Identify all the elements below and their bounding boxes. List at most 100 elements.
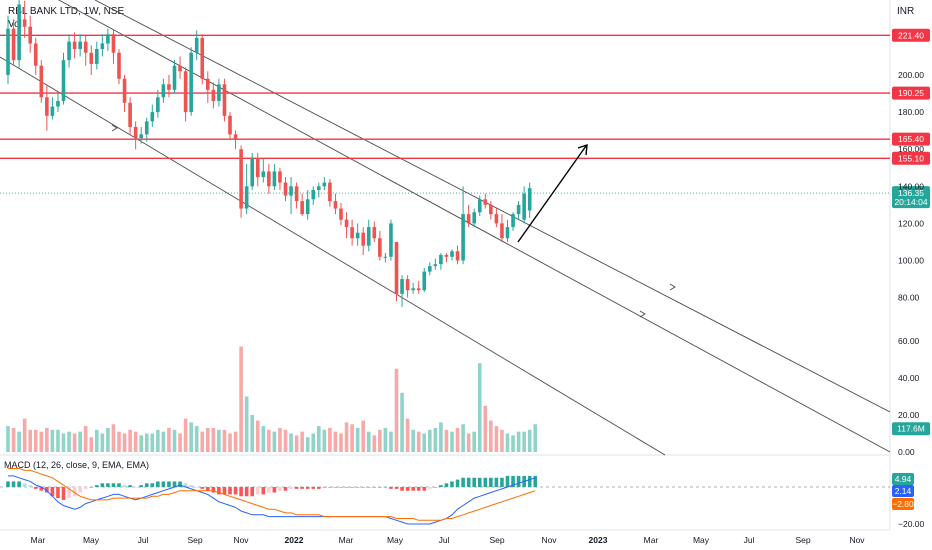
volume-bar [144, 433, 149, 452]
candle-body [267, 171, 271, 187]
volume-bar [317, 426, 321, 452]
last-price-label: 136.35 [898, 188, 924, 198]
macd-histogram-bar [328, 487, 332, 488]
volume-bar [122, 433, 127, 452]
macd-histogram-bar [422, 487, 427, 491]
volume-bar [444, 429, 449, 452]
candle-body [56, 100, 60, 107]
volume-bar [167, 427, 171, 452]
candle-body [200, 37, 205, 79]
macd-histogram-bar [272, 487, 277, 493]
macd-histogram-bar [294, 487, 299, 489]
candle-body [39, 65, 44, 98]
volume-bar [244, 396, 249, 452]
time-tick-label: Jul [138, 535, 149, 545]
volume-bar [294, 435, 299, 452]
macd-histogram-bar [317, 487, 321, 489]
time-tick-label: Sep [187, 535, 202, 545]
candle-body [372, 227, 377, 239]
macd-histogram-bar [361, 487, 365, 488]
volume-bar [411, 429, 415, 452]
candle-body [483, 199, 488, 205]
macd-histogram-bar [533, 475, 538, 487]
volume-bar [389, 431, 393, 452]
candle-body [189, 52, 193, 113]
candle-body [178, 65, 182, 72]
candle-body [455, 251, 460, 261]
candle-body [489, 204, 493, 215]
candle-body [28, 26, 32, 44]
macd-value-tag [892, 485, 914, 497]
candle-body [366, 227, 371, 246]
time-tick-label: Jul [744, 535, 755, 545]
candle-body [466, 214, 471, 224]
macd-histogram-bar [350, 487, 354, 488]
candle-body [378, 238, 382, 257]
candle-body [505, 227, 510, 239]
macd-histogram-bar [50, 487, 55, 497]
level-tag [892, 28, 930, 42]
candle-body [461, 214, 465, 261]
macd-histogram-bar [117, 483, 121, 487]
candle-body [411, 288, 415, 291]
candle-body [300, 201, 304, 215]
volume-bar [133, 431, 138, 452]
candle-body [206, 78, 210, 90]
macd-histogram-bar [150, 483, 155, 487]
candle-body [89, 52, 94, 64]
time-tick-label: May [693, 535, 710, 545]
volume-bar [206, 427, 210, 452]
macd-histogram-bar [344, 487, 349, 488]
candle-body [477, 199, 482, 213]
candle-body [422, 271, 427, 291]
candle-body [261, 171, 266, 178]
channel-arrow [669, 283, 676, 291]
candle-body [405, 279, 410, 291]
candle-body [211, 89, 216, 101]
macd-histogram-bar [144, 483, 149, 487]
volume-bar [361, 420, 365, 452]
volume-bar [117, 431, 121, 452]
candle-body [439, 254, 443, 265]
macd-histogram-bar [22, 483, 27, 487]
level-tag-label: 190.25 [898, 88, 924, 98]
candle-body [305, 199, 310, 215]
macd-histogram-bar [28, 485, 32, 487]
macd-value-label: −2.80 [892, 499, 914, 509]
volume-bar [128, 429, 132, 452]
last-price-tag [892, 186, 930, 209]
time-tick-label: Mar [644, 535, 659, 545]
candle-body [344, 219, 349, 228]
candle-body [106, 34, 110, 44]
macd-histogram-bar [33, 487, 38, 489]
candle-body [117, 52, 121, 79]
volume-bar [22, 418, 27, 452]
volume-bar [72, 433, 77, 452]
price-tick-label: 160.00 [898, 144, 924, 154]
macd-histogram-bar [72, 487, 77, 497]
macd-histogram-bar [244, 487, 249, 497]
candle-body [167, 84, 171, 90]
volume-bar [305, 437, 310, 452]
candle-body [272, 171, 277, 187]
candle-body [394, 241, 399, 294]
candle-body [161, 84, 166, 98]
time-axis: Mar May Jul Sep Nov 2022 Mar May Jul Sep Nov 2023 Ma… [31, 535, 866, 545]
macd-histogram-bar [133, 487, 138, 488]
volume-tag-label: 117.6M [897, 423, 925, 433]
volume-bar [416, 431, 421, 452]
volume-bar [511, 435, 515, 452]
volume-bar [466, 433, 471, 452]
candle-body [95, 49, 99, 64]
volume-bar [228, 433, 232, 452]
volume-bar [6, 426, 10, 452]
macd-histogram-bar [267, 487, 271, 493]
macd-histogram-bar [139, 485, 143, 487]
macd-histogram-bar [189, 485, 193, 487]
volume-bar [333, 431, 338, 452]
volume-bar [111, 424, 116, 452]
volume-bar [33, 429, 38, 452]
channel-arrow [111, 124, 118, 132]
